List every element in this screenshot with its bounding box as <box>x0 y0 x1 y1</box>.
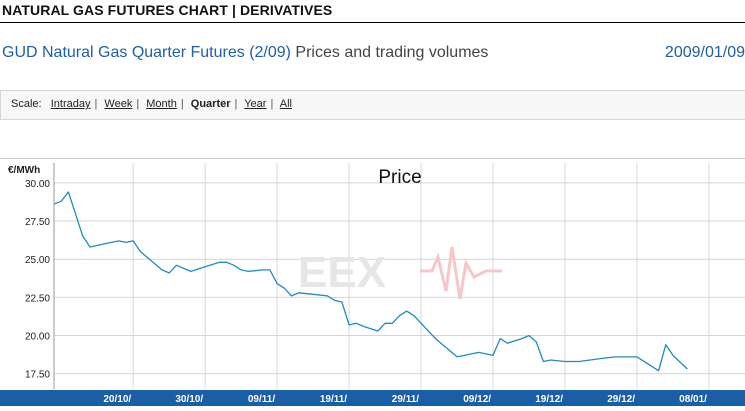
page-header-title: NATURAL GAS FUTURES CHART | DERIVATIVES <box>2 2 333 18</box>
scale-option-intraday[interactable]: Intraday <box>50 98 91 110</box>
scale-option-month[interactable]: Month <box>146 98 177 110</box>
scale-option-quarter[interactable]: Quarter <box>190 98 231 110</box>
y-tick-label: 20.00 <box>25 332 50 343</box>
x-tick-label: 30/10/ <box>175 394 203 405</box>
price-chart-svg: EEX 17.50 20.00 22.50 25.00 27.50 30.00 20/10/… <box>0 163 745 406</box>
scale-option-all[interactable]: All <box>279 98 293 110</box>
watermark-pulse <box>420 246 502 300</box>
price-line <box>53 191 688 372</box>
scale-separator: | <box>180 98 184 110</box>
chart-title: Price <box>378 167 421 188</box>
y-tick-label: 25.00 <box>25 255 50 266</box>
scale-label: Scale: <box>11 98 42 110</box>
scale-separator: | <box>136 98 140 110</box>
scale-selector: Scale: Intraday | Week | Month | Quarter | Y… <box>0 90 745 120</box>
y-tick-label: 22.50 <box>25 293 50 304</box>
x-tick-label: 29/11/ <box>392 394 419 405</box>
scale-option-week[interactable]: Week <box>104 98 133 110</box>
scale-separator: | <box>234 98 238 110</box>
scale-option-year[interactable]: Year <box>244 98 267 110</box>
y-tick-label: 27.50 <box>25 217 50 228</box>
x-tick-label: 29/12/ <box>607 394 635 405</box>
subtitle-rest: Prices and trading volumes <box>290 44 489 61</box>
chart-subtitle: GUD Natural Gas Quarter Futures (2/09) P… <box>2 44 488 62</box>
x-tick-label: 08/01/ <box>679 394 707 405</box>
scale-separator: | <box>94 98 98 110</box>
y-tick-label: 17.50 <box>25 370 50 381</box>
x-tick-label: 19/11/ <box>320 394 347 405</box>
x-axis-band <box>0 390 745 406</box>
page-header: NATURAL GAS FUTURES CHART | DERIVATIVES <box>0 0 745 23</box>
product-name: GUD Natural Gas Quarter Futures (2/09) <box>2 44 291 61</box>
chart-date: 2009/01/09 <box>664 44 745 61</box>
watermark-logo: EEX <box>298 248 386 297</box>
price-chart: EEX 17.50 20.00 22.50 25.00 27.50 30.00 20/10/… <box>0 158 745 406</box>
x-tick-label: 19/12/ <box>535 394 563 405</box>
scale-separator: | <box>270 98 274 110</box>
y-axis-unit: €/MWh <box>8 165 40 176</box>
y-tick-label: 30.00 <box>25 179 50 190</box>
x-tick-label: 09/12/ <box>463 394 491 405</box>
x-tick-label: 09/11/ <box>248 394 275 405</box>
x-tick-label: 20/10/ <box>103 394 131 405</box>
